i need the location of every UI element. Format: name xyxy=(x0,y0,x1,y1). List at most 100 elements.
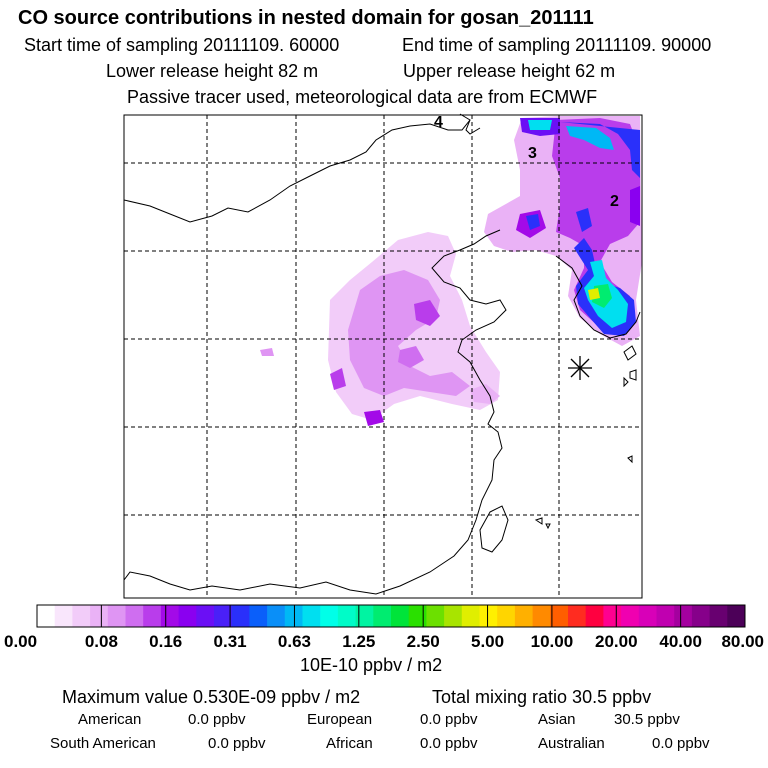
colorbar-cell xyxy=(621,605,640,627)
colorbar-cell xyxy=(426,605,445,627)
plume-patch-a xyxy=(414,300,440,326)
plume-patch-d xyxy=(398,346,424,368)
colorbar-cell xyxy=(497,605,516,627)
plume-ne-patch-blue xyxy=(526,214,540,230)
source-african-value: 0.0 ppbv xyxy=(420,735,478,752)
maximum-value: Maximum value 0.530E-09 ppbv / m2 xyxy=(62,687,361,707)
colorbar-cell xyxy=(461,605,480,627)
plume-ne-right xyxy=(630,186,640,226)
colorbar-cell xyxy=(320,605,339,627)
lower-release-height: Lower release height 82 m xyxy=(106,61,319,81)
colorbar-tick-label: 40.00 xyxy=(659,632,702,651)
colorbar-cell xyxy=(532,605,551,627)
border-north xyxy=(465,119,481,135)
colorbar-cell xyxy=(691,605,711,627)
colorbar-tick-label: 0.63 xyxy=(278,632,311,651)
plume-right-top-core xyxy=(566,126,614,150)
source-american-value: 0.0 ppbv xyxy=(188,711,246,728)
colorbar-cell xyxy=(514,605,534,627)
colorbar-cell xyxy=(638,605,657,627)
colorbar-tick-label: 1.25 xyxy=(342,632,375,651)
concentration-field xyxy=(260,116,642,426)
colorbar-cell xyxy=(585,605,604,627)
colorbar-tick-label: 0.08 xyxy=(85,632,118,651)
plume-patch-b xyxy=(364,410,384,426)
coastline-taiwan xyxy=(479,505,509,553)
total-mixing-ratio: Total mixing ratio 30.5 ppbv xyxy=(432,687,652,707)
colorbar-cell xyxy=(284,605,303,627)
region-label-3: 3 xyxy=(528,145,537,162)
coastline-bohai xyxy=(123,229,507,595)
colorbar-cell xyxy=(568,605,587,627)
colorbar-cell xyxy=(107,605,126,627)
colorbar-tick-label: 5.00 xyxy=(471,632,504,651)
colorbar-cell xyxy=(408,605,427,627)
plume-right-top xyxy=(560,122,640,178)
colorbar-cell xyxy=(231,605,250,627)
colorbar-unit: 10E-10 ppbv / m2 xyxy=(300,655,443,675)
coastlines xyxy=(123,113,641,595)
colorbar-cell xyxy=(72,605,91,627)
tracer-note: Passive tracer used, meteorological data… xyxy=(127,87,598,107)
source-european-value: 0.0 ppbv xyxy=(420,711,478,728)
coastline-china xyxy=(123,113,471,223)
plume-patch-c xyxy=(330,368,346,390)
colorbar-cell xyxy=(37,605,56,627)
source-asian-label: Asian xyxy=(538,711,576,728)
upper-release-height: Upper release height 62 m xyxy=(403,61,616,81)
colorbar-cell xyxy=(479,605,498,627)
source-american-label: American xyxy=(78,711,142,728)
source-asian-value: 30.5 ppbv xyxy=(614,711,680,728)
colorbar-cell xyxy=(656,605,675,627)
plume-ne-strip xyxy=(576,208,592,232)
colorbar-cell xyxy=(603,605,622,627)
colorbar-tick-labels: 0.00 0.08 0.16 0.31 0.63 1.25 2.50 5.00 10.00 20.… xyxy=(4,605,764,651)
colorbar-tick-label: 2.50 xyxy=(407,632,440,651)
colorbar-tick-label: 80.00 xyxy=(721,632,764,651)
source-australian-label: Australian xyxy=(538,735,605,752)
coastline-japan xyxy=(534,345,637,530)
colorbar-tick-label: 10.00 xyxy=(531,632,574,651)
source-african-label: African xyxy=(326,735,373,752)
colorbar-cell xyxy=(355,605,374,627)
colorbar-tick-label: 20.00 xyxy=(595,632,638,651)
colorbar-cell xyxy=(249,605,268,627)
colorbar-cell xyxy=(709,605,728,627)
chart-title: CO source contributions in nested domain… xyxy=(18,7,594,29)
colorbar-cell xyxy=(302,605,321,627)
colorbar-cells xyxy=(36,604,746,628)
receptor-star-icon xyxy=(568,356,592,380)
colorbar-cell xyxy=(125,605,144,627)
colorbar-cell xyxy=(674,605,693,627)
colorbar-cell xyxy=(391,605,410,627)
colorbar-cell xyxy=(196,605,215,627)
source-south-american-value: 0.0 ppbv xyxy=(208,735,266,752)
colorbar-cell xyxy=(550,605,569,627)
colorbar-cell xyxy=(337,605,357,627)
colorbar-cell xyxy=(54,605,73,627)
colorbar-cell xyxy=(444,605,463,627)
region-label-2: 2 xyxy=(610,193,619,210)
region-label-4: 4 xyxy=(434,114,443,131)
colorbar-cell xyxy=(267,605,286,627)
source-south-american-label: South American xyxy=(50,735,156,752)
plume-patch-f xyxy=(470,384,500,404)
end-time: End time of sampling 20111109. 90000 xyxy=(402,35,712,55)
colorbar-cell xyxy=(178,605,197,627)
start-time: Start time of sampling 20111109. 60000 xyxy=(24,35,340,55)
colorbar-cell xyxy=(373,605,392,627)
colorbar-cell xyxy=(90,605,109,627)
map-frame xyxy=(123,114,643,599)
coastline-peninsula xyxy=(555,255,641,339)
source-australian-value: 0.0 ppbv xyxy=(652,735,710,752)
plume-top-band-core xyxy=(528,120,552,130)
colorbar-tick-label: 0.31 xyxy=(214,632,247,651)
plume-northeast-mid xyxy=(552,118,640,334)
plume-korea-yellow xyxy=(588,288,600,300)
colorbar-tick-label: 0.16 xyxy=(149,632,182,651)
colorbar-cell xyxy=(214,605,233,627)
plume-patch-e xyxy=(260,348,274,356)
colorbar-cell xyxy=(727,605,746,627)
